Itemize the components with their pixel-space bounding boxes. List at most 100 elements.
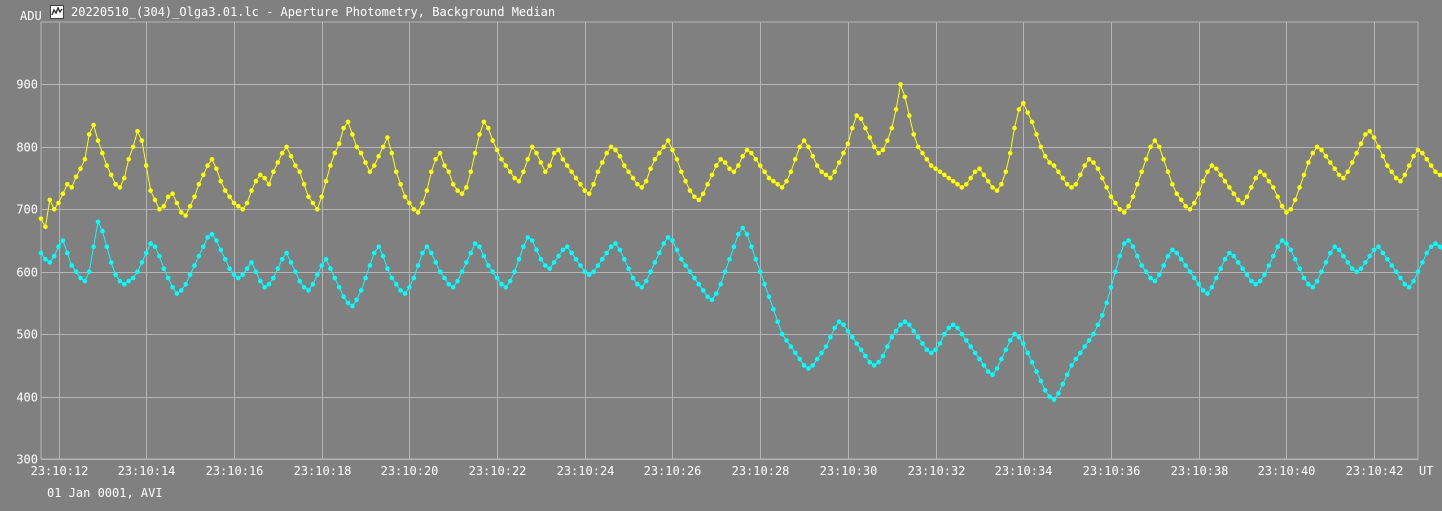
series-1-point [1235,197,1241,203]
series-2-point [222,256,228,262]
series-2-point [692,275,697,281]
series-1-point [1196,191,1201,196]
series-2-point [350,303,355,309]
series-1-point [227,194,232,200]
series-1-point [1113,200,1118,206]
series-1-point [380,144,386,150]
series-2-point [148,241,153,246]
series-2-point [446,281,452,287]
series-1-point [643,178,649,184]
series-2-point [494,275,500,281]
series-1-point [38,216,44,221]
series-2-point [1152,278,1158,284]
series-2-point [994,366,1000,371]
x-tick-label: 23:10:38 [1171,464,1229,478]
series-1-point [424,188,430,193]
series-2-point [832,325,837,331]
series-2-point [490,269,496,275]
series-1-point [771,178,776,184]
series-2-point [714,291,719,296]
series-1-point [73,174,79,180]
series-2-point [784,338,789,343]
series-2-point [911,328,916,334]
series-1-point [1231,191,1237,196]
series-2-point [82,278,88,284]
series-1-point [82,157,88,162]
series-1-point [907,113,912,118]
series-2-point [569,250,574,256]
x-tick-label: 23:10:26 [644,464,702,478]
series-2-point [450,285,456,290]
series-1-point [898,82,903,87]
series-2-point [942,331,947,337]
series-1-point [1363,132,1368,137]
x-tick-label: 23:10:22 [469,464,527,478]
y-tick-label: 400 [16,391,38,405]
series-2-point [507,278,513,284]
series-1-point [1345,169,1351,175]
series-1-point [1143,157,1149,162]
series-2-point [1275,244,1280,249]
series-1-point [1240,200,1245,206]
series-2-point [139,260,145,265]
series-2-point [398,288,403,293]
series-1-point [736,163,741,168]
series-2-point [1376,244,1381,249]
series-1-point [468,169,474,175]
series-1-point [1271,185,1276,190]
series-1-point [806,144,811,150]
series-1-point [727,166,732,171]
series-2-point [1187,269,1193,275]
series-1-point [1126,203,1131,209]
series-1-point [1332,166,1337,171]
series-1-point [1214,166,1219,171]
series-1-point [871,144,877,150]
series-2-point [828,335,833,340]
series-2-point [420,250,425,256]
series-1-point [420,200,425,206]
series-2-point [284,250,289,256]
series-1-point [635,182,640,187]
series-1-point [845,141,851,146]
series-1-group [38,82,1442,230]
series-1-point [450,182,456,187]
series-2-point [722,269,728,275]
series-1-point [814,163,820,168]
series-1-point [1367,129,1373,134]
series-2-point [442,275,447,281]
series-2-point [814,356,820,362]
series-1-point [1069,185,1074,190]
series-2-point [100,228,105,234]
series-1-point [393,169,399,175]
series-2-point [1323,260,1329,265]
series-1-point [744,147,750,153]
y-tick-label: 300 [16,453,38,467]
series-2-point [1336,247,1342,253]
series-2-point [293,269,298,275]
series-1-point [1266,178,1272,184]
series-2-point [1029,359,1035,365]
series-2-point [51,253,57,259]
series-2-point [700,288,706,293]
series-1-point [674,157,680,162]
series-2-point [1319,269,1324,275]
series-1-point [1249,185,1254,190]
series-1-point [652,157,658,162]
series-2-point [1060,381,1066,387]
series-1-point [1007,150,1013,156]
series-2-point [472,241,478,246]
series-2-point [459,269,465,275]
series-1-point [1328,160,1333,165]
series-2-point [306,288,311,293]
series-2-point [744,232,750,237]
series-1-point [819,169,824,175]
series-2-point [1402,281,1408,287]
series-1-point [95,138,101,143]
series-1-point [201,172,206,178]
series-1-point [1218,172,1223,178]
series-2-point [1367,253,1373,259]
series-1-point [889,125,895,131]
series-2-point [529,238,535,243]
series-1-point [104,163,110,168]
series-1-point [1064,182,1070,187]
